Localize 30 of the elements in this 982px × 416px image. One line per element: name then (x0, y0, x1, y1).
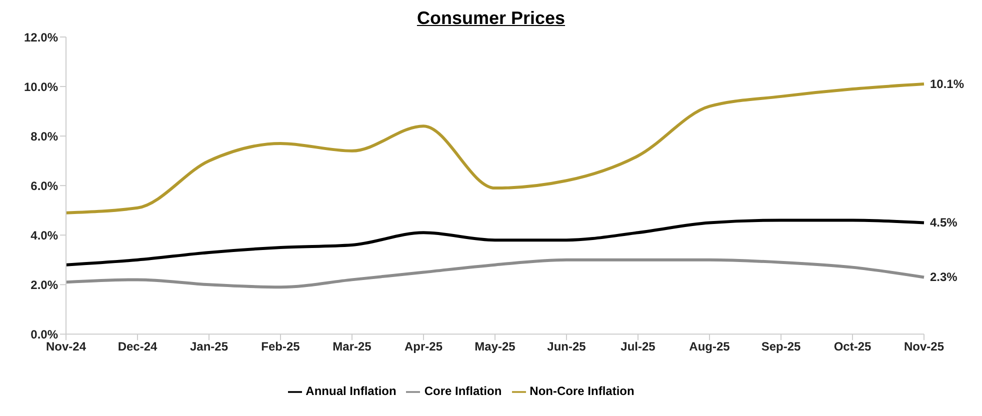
line-series (64, 258, 926, 289)
y-tick-label: 4.0% (30, 228, 58, 242)
y-tick-label: 10.0% (24, 80, 58, 94)
line-series (64, 82, 926, 214)
x-tick-label: Feb-25 (261, 340, 300, 354)
x-tick-label: Oct-25 (834, 340, 872, 354)
x-tick-label: Dec-24 (118, 340, 158, 354)
data-label: 4.5% (930, 216, 958, 230)
legend-label: Core Inflation (424, 384, 502, 398)
x-tick-label: Jul-25 (620, 340, 656, 354)
data-label: 10.1% (930, 77, 964, 92)
x-tick-label: Nov-25 (904, 340, 944, 354)
x-tick-label: Sep-25 (761, 340, 801, 354)
data-label: 2.3% (930, 270, 958, 284)
y-tick-label: 12.0% (24, 30, 58, 44)
y-tick-label: 6.0% (30, 178, 58, 193)
line-series (64, 218, 926, 266)
x-tick-label: Apr-25 (404, 340, 443, 354)
x-tick-label: Nov-24 (46, 340, 86, 354)
x-tick-label: Aug-25 (689, 340, 730, 354)
chart-title: Consumer Prices (416, 8, 566, 29)
y-tick-label: 8.0% (30, 129, 58, 144)
x-tick-label: Mar-25 (332, 340, 372, 354)
x-tick-label: Jan-25 (190, 340, 228, 354)
y-tick-label: 0.0% (30, 327, 58, 342)
legend-label: Non-Core Inflation (530, 384, 634, 398)
x-tick-label: Jun-25 (547, 340, 586, 354)
y-tick-label: 2.0% (30, 278, 58, 292)
legend-label: Annual Inflation (306, 384, 396, 398)
x-tick-label: May-25 (474, 340, 516, 354)
